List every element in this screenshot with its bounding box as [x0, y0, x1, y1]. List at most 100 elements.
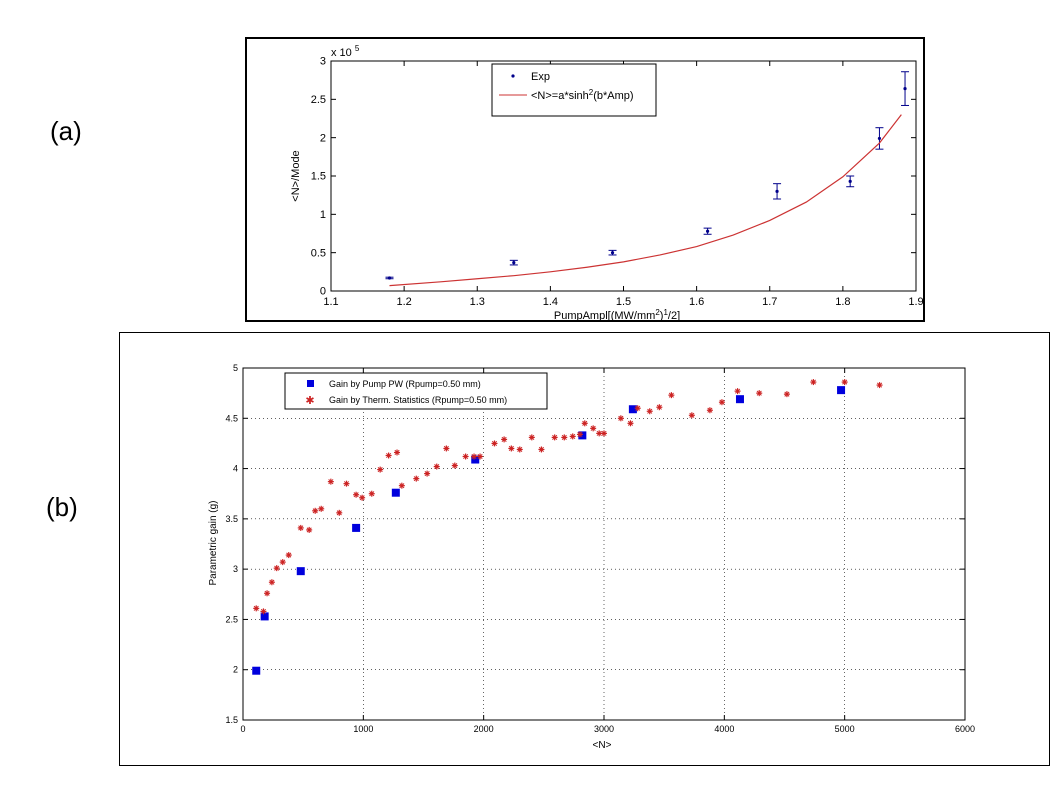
chart-a-x-tick-label: 1.4 — [543, 296, 558, 308]
chart-a-series-0-point — [877, 136, 882, 141]
panel-label-a: (a) — [50, 116, 82, 146]
chart-a-series-1-line — [389, 114, 902, 287]
chart-b-marks: 0 1000 2000 3000 4000 5000 6000 1.5 2 2.5 3 3.5 4 4.5… — [225, 363, 975, 734]
chart-a: x 10 5 PumpAmpl[(MW/mm2)1/2] <N>/Mode 1.… — [290, 44, 924, 322]
chart-b-series-1-point-d2 — [359, 495, 365, 501]
chart-b-series-1-point-d2 — [590, 425, 596, 431]
chart-b-series-1-point-d2 — [656, 404, 662, 410]
chart-b-legend-star-marker: ✱ — [305, 395, 314, 407]
chart-a-marks: 1.1 1.2 1.3 1.4 1.5 1.6 1.7 1.8 1.9 0 0.5 1 1.5 2 2.5 3 — [311, 56, 924, 308]
chart-a-legend-exp-marker — [511, 74, 515, 78]
chart-b-series-1-point-d2 — [386, 452, 392, 459]
chart-a-legend-exp-label: Exp — [531, 71, 550, 83]
chart-a-legend-fit-pre: <N>=a*sinh — [531, 90, 589, 102]
chart-b-series-1-point-d2 — [627, 420, 634, 426]
chart-b-y-tick-label: 4.5 — [225, 413, 238, 423]
chart-a-x-tick-label: 1.8 — [835, 296, 850, 308]
chart-b-y-tick-label: 4 — [233, 464, 238, 474]
chart-a-x-tick-label: 1.3 — [470, 296, 485, 308]
chart-b-series-1-point-d2 — [508, 445, 514, 452]
chart-b-series-1-point-d2 — [491, 440, 498, 446]
chart-b-x-tick-label: 1000 — [353, 724, 373, 734]
chart-b-series-1-point-d2 — [552, 434, 558, 440]
chart-b-series-1-point-d2 — [719, 399, 725, 405]
chart-a-x-label-sup2: 1 — [663, 308, 668, 317]
chart-b-y-tick-label: 3.5 — [225, 514, 238, 524]
chart-b-series-0-point — [471, 455, 480, 464]
chart-b-series-1-point-d2 — [707, 407, 713, 413]
chart-b-y-tick-label: 2 — [233, 665, 238, 675]
chart-b-x-tick-label: 6000 — [955, 724, 975, 734]
chart-b-series-0-point — [735, 395, 744, 404]
chart-a-x-label: PumpAmpl[(MW/mm2)1/2] — [554, 308, 680, 322]
chart-b-series-0-point — [352, 523, 361, 532]
chart-a-series-0-point — [387, 276, 392, 280]
chart-b-series-1-point-d2 — [668, 392, 674, 398]
chart-b-series-0-point — [252, 666, 261, 675]
chart-b-series-0-point — [391, 488, 400, 497]
chart-b-x-tick-label: 4000 — [714, 724, 734, 734]
chart-a-legend-fit-sup: 2 — [589, 88, 594, 97]
chart-a-x-label-sup1: 2 — [655, 308, 660, 317]
chart-b-x-tick-label: 2000 — [474, 724, 494, 734]
chart-a-series-0-point — [848, 179, 852, 183]
chart-b-series-1-point-d2 — [269, 579, 275, 585]
chart-b-legend-square-label: Gain by Pump PW (Rpump=0.50 mm) — [329, 379, 481, 389]
chart-b-series-1-point-d2 — [452, 463, 458, 469]
chart-b-y-tick-label: 3 — [233, 564, 238, 574]
chart-a-y-tick-label: 0.5 — [311, 247, 326, 259]
panel-label-b: (b) — [46, 492, 78, 522]
chart-b-series-1-point-d2 — [877, 382, 883, 388]
chart-b-series-1-point-d2 — [756, 390, 762, 396]
chart-a-x-label-mid: ) — [660, 310, 664, 322]
chart-a-legend-box — [491, 63, 657, 117]
chart-a-series-0-point — [903, 87, 907, 91]
chart-b-series-0-point — [578, 431, 587, 440]
chart-b-series-0-point — [837, 386, 846, 395]
chart-b-x-tick-label: 5000 — [835, 724, 855, 734]
chart-a-y-multiplier-exp: 5 — [355, 44, 360, 53]
chart-b-series-1-point-d2 — [253, 605, 259, 611]
chart-a-y-multiplier-base: x 10 — [331, 47, 352, 59]
chart-a-y-tick-label: 2.5 — [311, 94, 326, 106]
chart-b-series-0-point — [260, 612, 269, 621]
chart-b-series-1-point-d2 — [298, 525, 304, 531]
chart-a-x-label-post: /2] — [668, 310, 680, 322]
chart-b-series-1-point-d2 — [463, 453, 469, 460]
chart-a-x-label-pre: PumpAmpl[(MW/mm — [554, 310, 655, 322]
chart-b-series-1-point-d2 — [735, 388, 741, 394]
chart-a-x-tick-label: 1.1 — [323, 296, 338, 308]
chart-a-y-tick-label: 2 — [320, 132, 326, 144]
chart-a-x-tick-label: 1.9 — [908, 296, 923, 308]
chart-b-series-1-point-d2 — [377, 467, 383, 473]
chart-b-series-0-point — [628, 405, 637, 414]
chart-b-x-tick-label: 3000 — [594, 724, 614, 734]
chart-a-y-tick-label: 1 — [320, 209, 326, 221]
chart-a-y-tick-label: 0 — [320, 286, 326, 298]
chart-b-series-1-point-d2 — [424, 471, 430, 477]
chart-b-series-1-point-d2 — [570, 433, 576, 439]
chart-b-series-1-point-d2 — [689, 412, 695, 418]
chart-a-series-0-point — [610, 251, 615, 255]
chart-b-series-1-point-d2 — [561, 434, 567, 440]
chart-b-series-1-point-d2 — [260, 608, 267, 614]
chart-b: <N> Parametric gain (g) 0 1000 2000 3000 400… — [208, 363, 975, 751]
chart-b-series-1-point-d2 — [477, 453, 483, 460]
chart-b-series-1-point-d2 — [312, 508, 318, 514]
chart-b-frame: <N> Parametric gain (g) 0 1000 2000 3000 400… — [119, 332, 1050, 766]
chart-b-x-label: <N> — [593, 740, 612, 751]
chart-b-legend-box — [284, 372, 548, 410]
chart-b-series-1-point-d2 — [647, 408, 653, 414]
chart-b-series-1-point-d2 — [318, 506, 324, 512]
chart-b-series-1-point-d2 — [353, 492, 359, 498]
chart-b-series-0-point — [296, 567, 305, 576]
chart-a-x-tick-label: 1.2 — [396, 296, 411, 308]
chart-b-series-1-point-d2 — [343, 481, 350, 487]
chart-b-legend: Gain by Pump PW (Rpump=0.50 mm) ✱ Gain b… — [284, 372, 548, 410]
chart-a-y-tick-label: 3 — [320, 56, 326, 68]
chart-b-series-1-point-d2 — [306, 527, 312, 533]
chart-a-x-tick-label: 1.6 — [689, 296, 704, 308]
chart-b-series-1-point-d2 — [394, 449, 400, 456]
chart-b-y-tick-label: 2.5 — [225, 614, 238, 624]
chart-b-series-1-point-d2 — [577, 431, 583, 437]
